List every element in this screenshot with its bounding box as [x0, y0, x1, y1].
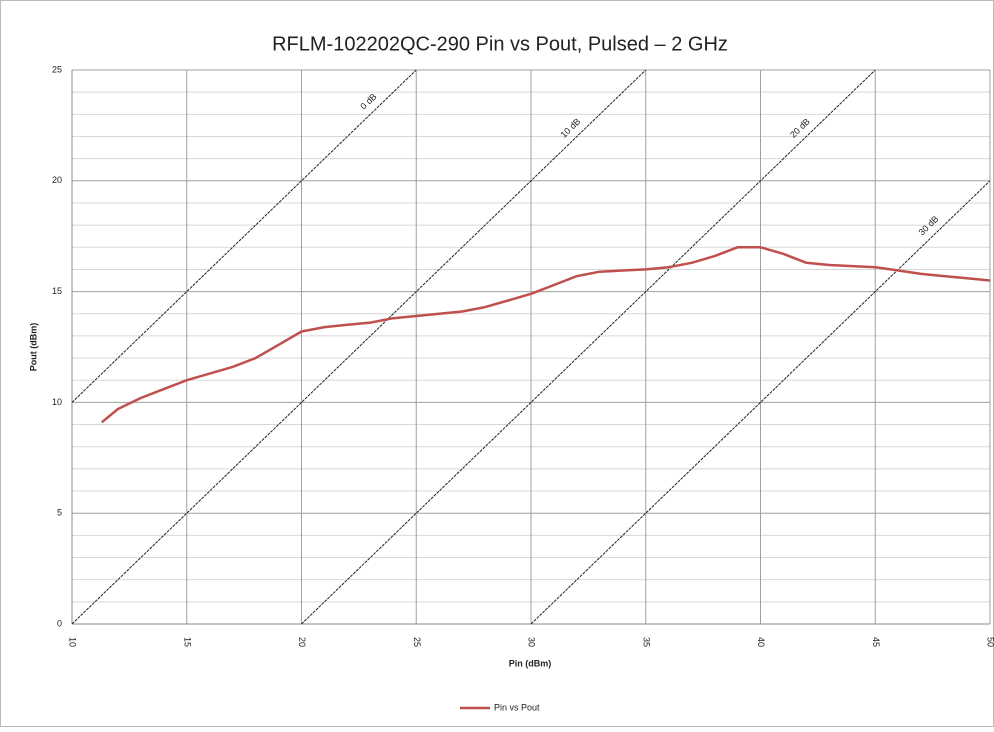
x-tick-label: 35 [641, 637, 651, 647]
legend-label: Pin vs Pout [494, 702, 540, 712]
reference-line [71, 69, 417, 403]
y-tick-label: 0 [57, 618, 62, 628]
x-axis-label: Pin (dBm) [509, 658, 552, 668]
x-tick-label: 10 [68, 637, 78, 647]
y-axis-label: Pout (dBm) [28, 323, 38, 372]
x-tick-label: 15 [182, 637, 192, 647]
x-tick-label: 50 [986, 637, 994, 647]
y-tick-label: 25 [52, 64, 62, 74]
x-tick-label: 30 [527, 637, 537, 647]
reference-line [71, 69, 647, 625]
x-tick-label: 40 [756, 637, 766, 647]
x-tick-label: 20 [297, 637, 307, 647]
reference-line [530, 180, 991, 625]
x-tick-label: 25 [412, 637, 422, 647]
reference-line [301, 69, 876, 625]
x-tick-label: 45 [871, 637, 881, 647]
y-tick-label: 15 [52, 286, 62, 296]
chart-title: RFLM-102202QC-290 Pin vs Pout, Pulsed – … [272, 33, 728, 55]
data-line [101, 246, 991, 424]
y-tick-label: 10 [52, 397, 62, 407]
y-tick-label: 5 [57, 508, 62, 518]
y-tick-label: 20 [52, 175, 62, 185]
